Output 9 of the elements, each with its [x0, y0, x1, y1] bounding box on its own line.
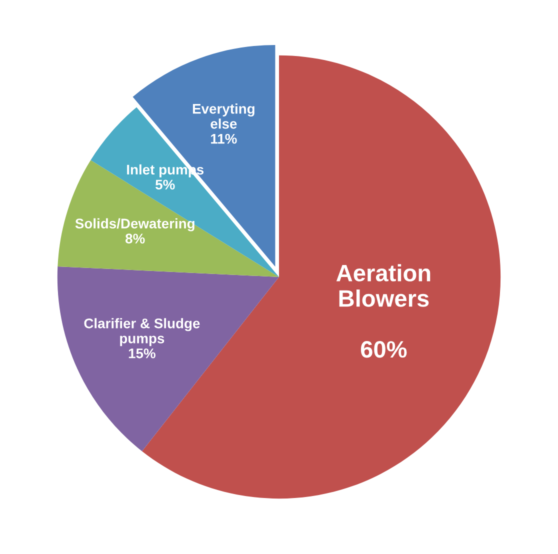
- slice-label: Clarifier & Sludge pumps: [84, 318, 200, 346]
- data-label: 15%: [128, 348, 156, 358]
- slice-label: Aeration Blowers: [336, 264, 430, 307]
- data-label: 11%: [211, 134, 237, 144]
- data-label: 60%: [360, 341, 407, 358]
- data-label: 5%: [156, 180, 175, 190]
- data-label: 8%: [126, 234, 145, 244]
- slice-label: Solids/Dewatering: [75, 218, 194, 232]
- slice-label: Everyting else: [192, 104, 254, 129]
